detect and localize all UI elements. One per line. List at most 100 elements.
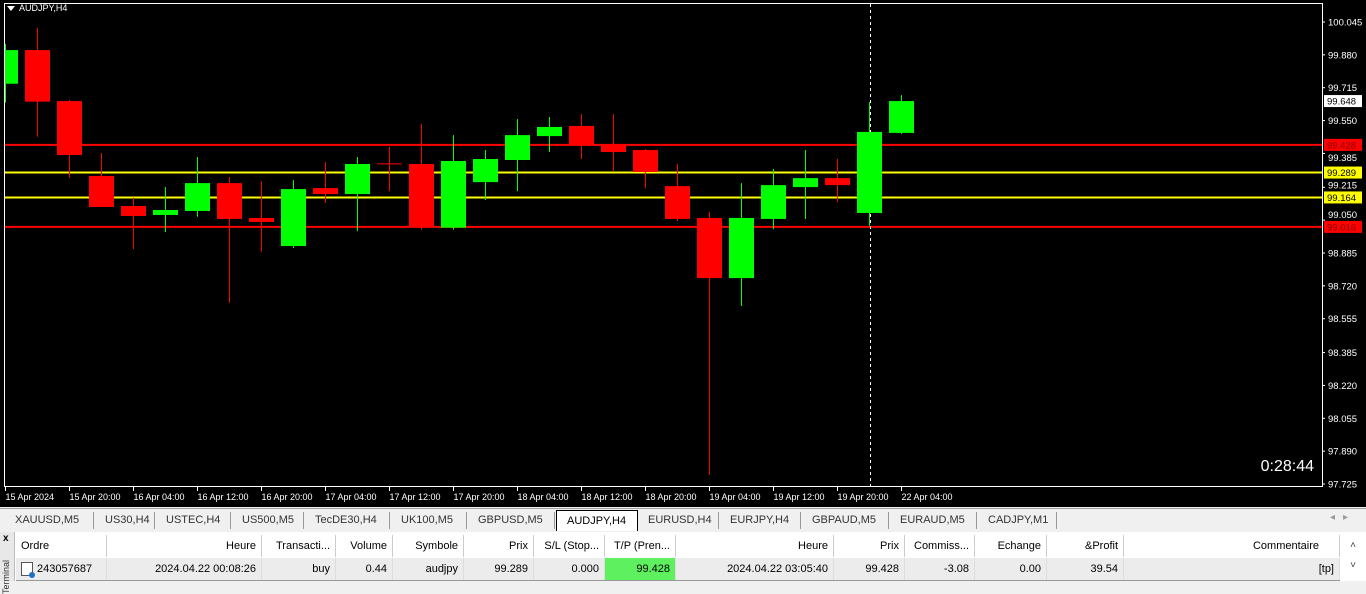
column-header[interactable]: S/L (Stop...: [534, 535, 605, 557]
price-level-label-bg: [1324, 220, 1362, 233]
candle-body: [217, 183, 242, 219]
bear-candle[interactable]: [409, 123, 434, 230]
column-header[interactable]: Heure: [107, 535, 262, 557]
bear-candle[interactable]: [249, 181, 274, 252]
bear-candle[interactable]: [377, 147, 402, 192]
column-header[interactable]: Symbole: [393, 535, 464, 557]
order-icon: [21, 562, 35, 579]
time-tick-label: 15 Apr 20:00: [70, 492, 121, 502]
price-level-label-bg: [1324, 166, 1362, 179]
chart-tabs: XAUUSD,M5 US30,H4 USTEC,H4 US500,M5 TecDE30,…: [0, 508, 1366, 533]
price-tick-label: 99.385: [1328, 153, 1357, 164]
bull-candle[interactable]: [857, 102, 882, 226]
bear-candle[interactable]: [25, 27, 50, 137]
bull-candle[interactable]: [441, 135, 466, 230]
price-tick-label: 99.715: [1328, 83, 1357, 94]
column-header[interactable]: Ordre: [16, 535, 107, 557]
bull-candle[interactable]: [281, 180, 306, 249]
close-icon[interactable]: x: [3, 533, 9, 544]
bear-candle[interactable]: [121, 197, 146, 250]
price-tick-label: 98.385: [1328, 348, 1357, 359]
bull-candle[interactable]: [345, 157, 370, 232]
bear-candle[interactable]: [313, 161, 338, 204]
chart-window[interactable]: 100.045 99.880 99.715 99.550 99.385 99.215 99.…: [0, 0, 1366, 507]
tab-audjpy-h4[interactable]: AUDJPY,H4: [556, 510, 638, 531]
tab-gbpusd-m5[interactable]: GBPUSD,M5: [468, 512, 555, 529]
bull-candle[interactable]: [185, 157, 210, 217]
bear-candle[interactable]: [217, 177, 242, 303]
table-row[interactable]: 243057687 2024.04.22 00:08:26 buy 0.44 audjp…: [16, 558, 1340, 581]
bear-candle[interactable]: [569, 114, 594, 160]
time-tick-label: 17 Apr 20:00: [454, 492, 505, 502]
column-header[interactable]: Prix: [464, 535, 534, 557]
candle-body: [249, 217, 274, 222]
candle-body: [889, 101, 914, 133]
scroll-up-icon[interactable]: ˄: [1350, 540, 1356, 551]
candle-body: [857, 131, 882, 213]
bear-candle[interactable]: [57, 100, 82, 178]
price-tick-label: 98.220: [1328, 381, 1357, 392]
candle-body: [825, 178, 850, 186]
bull-candle[interactable]: [0, 43, 18, 103]
dropdown-triangle-icon[interactable]: [7, 5, 15, 11]
bull-candle[interactable]: [473, 150, 498, 201]
column-header[interactable]: Volume: [336, 535, 393, 557]
table-cell: 99.428: [834, 558, 905, 580]
column-header[interactable]: Commiss...: [905, 535, 975, 557]
time-tick-label: 18 Apr 04:00: [518, 492, 569, 502]
scrollbar[interactable]: ˄ ˅: [1344, 536, 1362, 580]
column-header[interactable]: Echange: [975, 535, 1047, 557]
tab-cadjpy-m1[interactable]: CADJPY,M1: [978, 512, 1057, 529]
bear-candle[interactable]: [665, 163, 690, 221]
table-cell: 0.000: [534, 558, 605, 580]
bear-candle[interactable]: [89, 153, 114, 207]
bear-candle[interactable]: [633, 149, 658, 189]
table-cell: audjpy: [393, 558, 464, 580]
time-tick-label: 19 Apr 20:00: [838, 492, 889, 502]
column-header[interactable]: T/P (Pren...: [605, 535, 676, 557]
terminal-sidebar: x Terminal: [0, 532, 15, 594]
bull-candle[interactable]: [537, 116, 562, 153]
candlestick-chart[interactable]: 100.04599.88099.71599.55099.38599.21599.…: [0, 0, 1366, 507]
tab-us30-h4[interactable]: US30,H4: [95, 512, 155, 529]
candle-body: [5, 50, 18, 84]
tab-euraud-m5[interactable]: EURAUD,M5: [890, 512, 977, 529]
candle-body: [57, 101, 82, 156]
tab-tecde30-h4[interactable]: TecDE30,H4: [305, 512, 390, 529]
tab-xauusd-m5[interactable]: XAUUSD,M5: [5, 512, 94, 529]
tab-ustec-h4[interactable]: USTEC,H4: [156, 512, 231, 529]
bull-candle[interactable]: [729, 183, 754, 306]
candle-body: [313, 188, 338, 195]
tab-us500-m5[interactable]: US500,M5: [232, 512, 304, 529]
candle-body: [409, 163, 434, 227]
bear-candle[interactable]: [825, 159, 850, 203]
column-header[interactable]: Transacti...: [262, 535, 336, 557]
tab-eurusd-h4[interactable]: EURUSD,H4: [638, 512, 719, 529]
bear-candle[interactable]: [601, 114, 626, 171]
bull-candle[interactable]: [793, 150, 818, 219]
price-level-label: 99.289: [1327, 168, 1356, 179]
bull-candle[interactable]: [505, 118, 530, 192]
time-tick-label: 15 Apr 2024: [6, 492, 55, 502]
chart-title[interactable]: AUDJPY,H4: [7, 3, 67, 13]
tab-scroll-arrows-icon[interactable]: ◂▸: [1329, 512, 1356, 523]
tab-uk100-m5[interactable]: UK100,M5: [391, 512, 467, 529]
table-cell: 99.428: [605, 558, 676, 580]
table-cell: 0.00: [975, 558, 1047, 580]
candle-body: [153, 209, 178, 215]
scroll-down-icon[interactable]: ˅: [1350, 560, 1356, 571]
bull-candle[interactable]: [889, 95, 914, 134]
time-tick-label: 17 Apr 12:00: [390, 492, 441, 502]
column-header[interactable]: Prix: [834, 535, 905, 557]
tab-gbpaud-m5[interactable]: GBPAUD,M5: [802, 512, 889, 529]
column-header[interactable]: &Profit: [1047, 535, 1124, 557]
column-header[interactable]: Heure: [676, 535, 834, 557]
bear-candle[interactable]: [697, 211, 722, 476]
bid-price-label-bg: [1324, 95, 1362, 108]
table-cell: 243057687: [16, 558, 107, 580]
tab-eurjpy-h4[interactable]: EURJPY,H4: [720, 512, 801, 529]
price-level-label-bg: [1324, 138, 1362, 151]
bull-candle[interactable]: [153, 187, 178, 233]
column-header[interactable]: Commentaire: [1124, 535, 1340, 557]
bull-candle[interactable]: [761, 168, 786, 230]
